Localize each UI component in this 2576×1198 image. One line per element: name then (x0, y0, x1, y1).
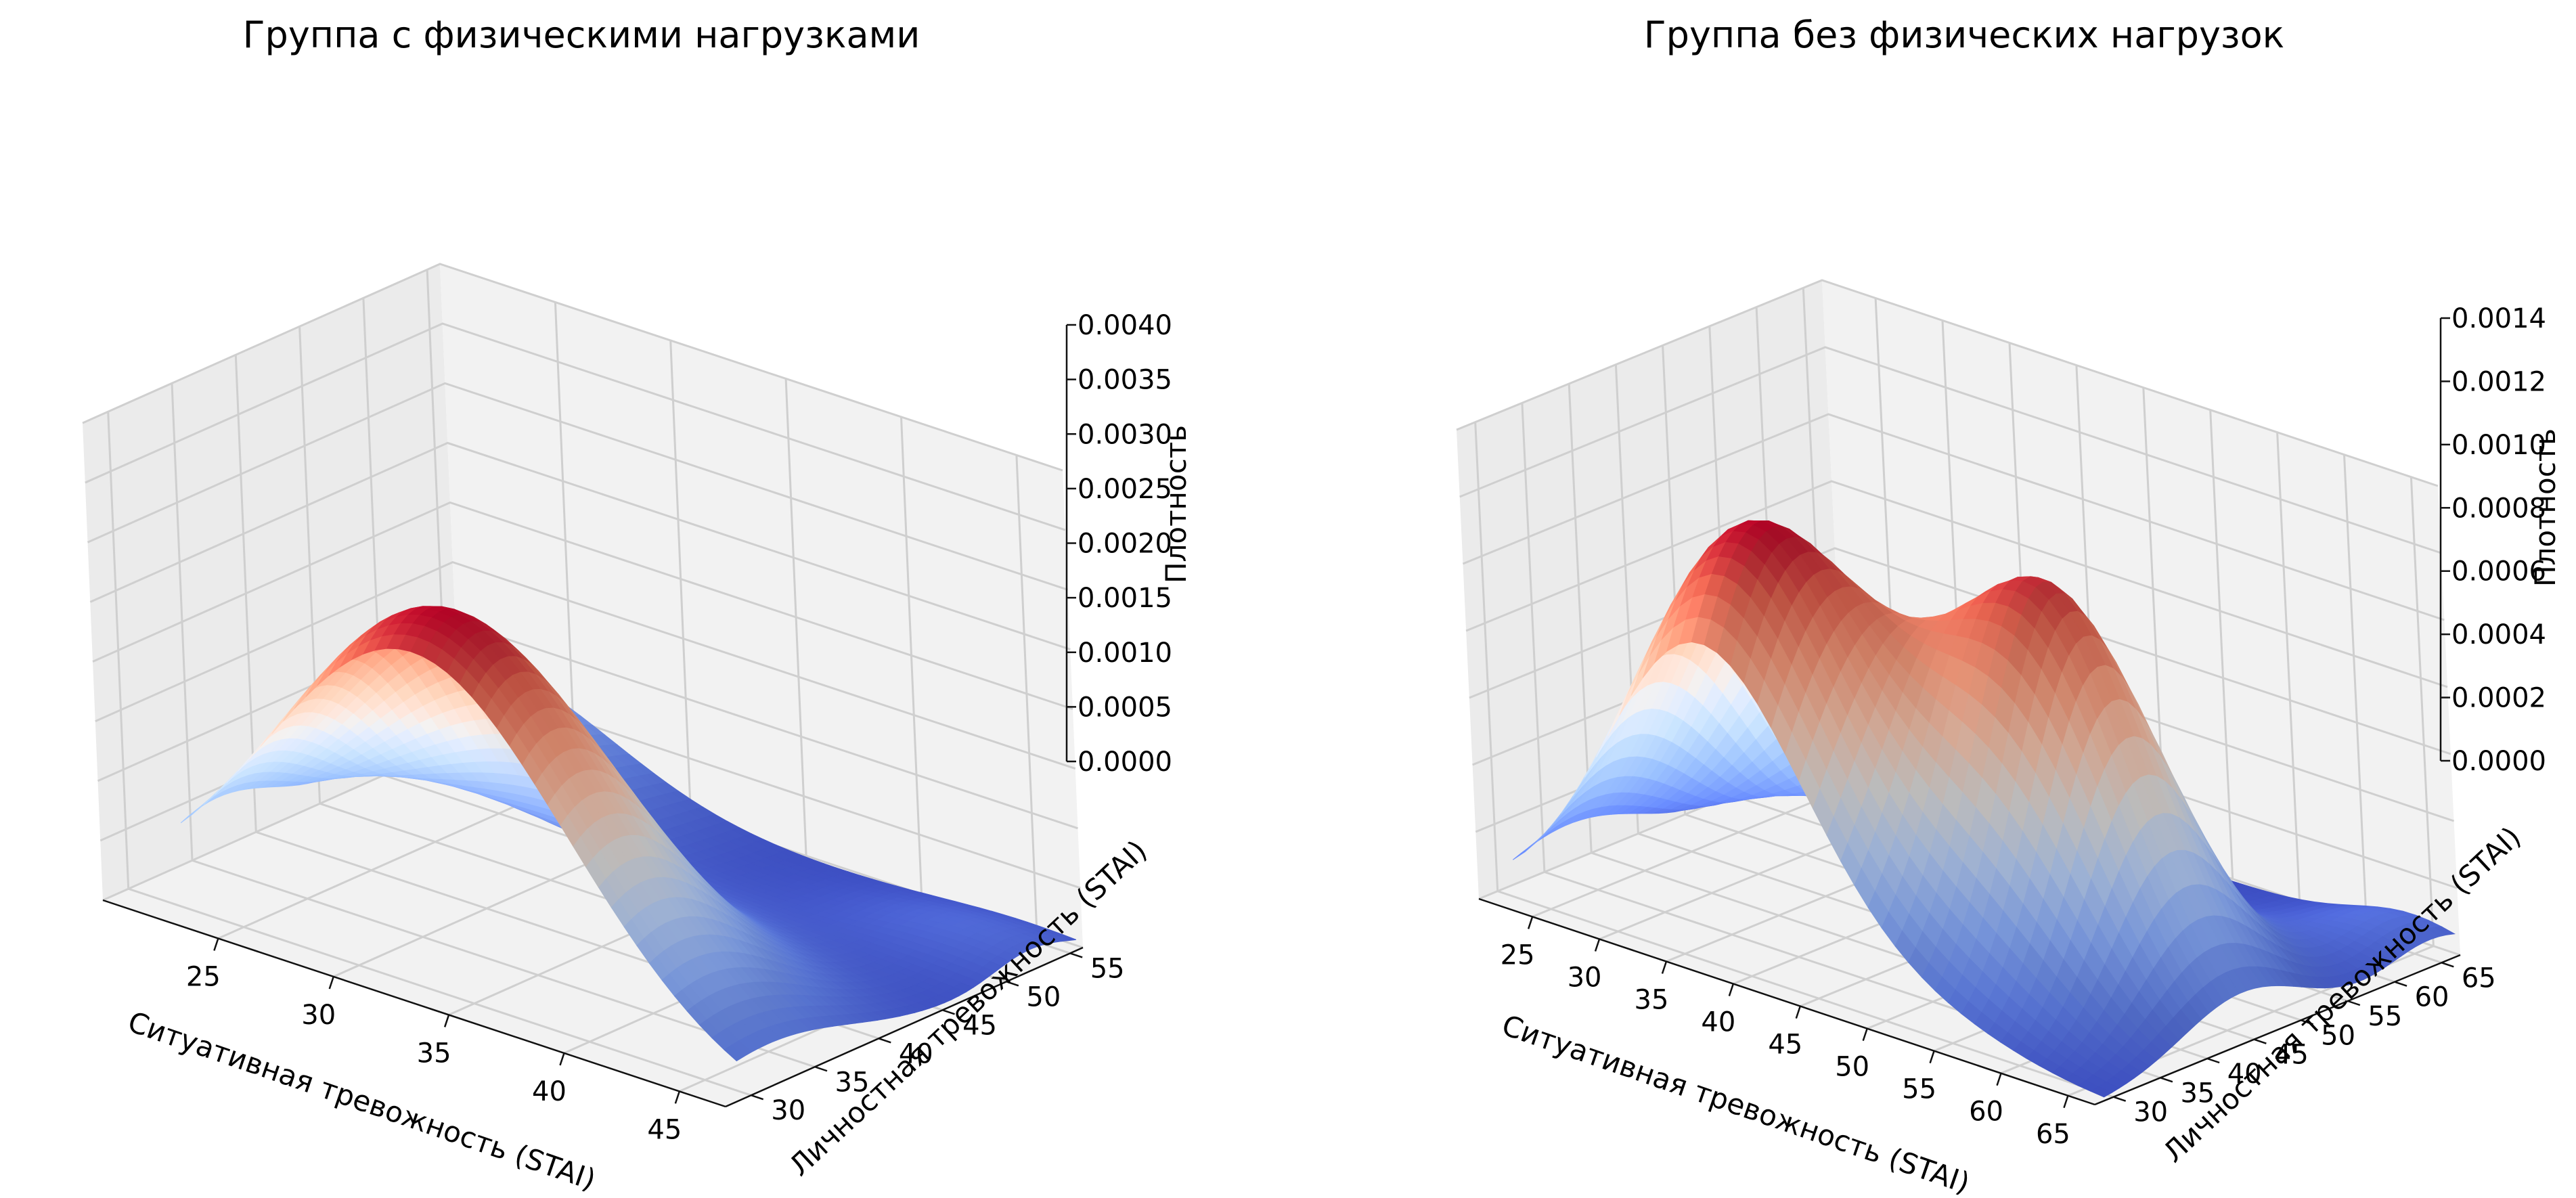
y-tick-label: 50 (1026, 981, 1061, 1013)
z-tick-label: 0.0012 (2451, 366, 2546, 397)
z-tick-label: 0.0004 (2451, 619, 2546, 650)
x-tick-label: 35 (417, 1038, 451, 1069)
z-tick-label: 0.0015 (1078, 583, 1172, 614)
z-grid-line (82, 263, 1063, 472)
z-grid-line (89, 441, 1071, 650)
z-tick-label: 0.0002 (2451, 683, 2546, 714)
y-tick-label: 65 (2462, 962, 2496, 994)
z-tick-label: 0.0040 (1078, 310, 1172, 341)
x-tick-label: 30 (1568, 962, 1602, 993)
z-tick-label: 0.0025 (1078, 474, 1172, 505)
z-tick-label: 0.0014 (2451, 303, 2546, 334)
y-tick-label: 55 (1090, 953, 1125, 984)
x-tick-label: 35 (1635, 985, 1669, 1016)
z-grid-line (95, 560, 1076, 770)
z-tick-label: 0.0000 (1078, 747, 1172, 778)
z-axis-label: Плотность (2529, 428, 2562, 587)
y-tick-label: 30 (2133, 1097, 2168, 1128)
z-grid-line (92, 501, 1073, 710)
x-tick-label: 55 (1902, 1074, 1936, 1105)
z-tick-label: 0.0010 (1078, 638, 1172, 669)
x-tick-label: 25 (186, 961, 221, 992)
x-tick-label: 65 (2036, 1119, 2070, 1150)
x-tick-label: 45 (647, 1114, 682, 1145)
x-tick-label: 50 (1835, 1052, 1869, 1083)
x-tick-label: 45 (1768, 1029, 1802, 1061)
chart-title: Группа без физических нагрузок (1644, 14, 2285, 56)
y-tick-label: 60 (2415, 982, 2449, 1013)
z-tick-label: 0.0030 (1078, 419, 1172, 450)
y-tick-label: 55 (2368, 1001, 2402, 1032)
x-tick-label: 60 (1969, 1096, 2003, 1128)
density-surface (180, 606, 1077, 1062)
z-axis-label: Плотность (1159, 425, 1193, 583)
chart-physical-activity: Группа с физическими нагрузками 25 30 35 40… (82, 14, 1193, 1197)
x-tick-label: 25 (1501, 939, 1535, 971)
z-tick-label: 0.0020 (1078, 529, 1172, 560)
x-tick-label: 40 (532, 1076, 567, 1107)
z-tick-label: 0.0035 (1078, 365, 1172, 396)
chart-title: Группа с физическими нагрузками (243, 14, 920, 56)
x-tick-label: 30 (301, 1000, 336, 1031)
z-tick-label: 0.0005 (1078, 692, 1172, 723)
y-tick-label: 30 (771, 1095, 805, 1126)
z-grid-line (85, 322, 1066, 531)
x-tick-label: 40 (1701, 1007, 1735, 1038)
z-grid-line (87, 382, 1068, 591)
z-tick-label: 0.0000 (2451, 746, 2546, 777)
